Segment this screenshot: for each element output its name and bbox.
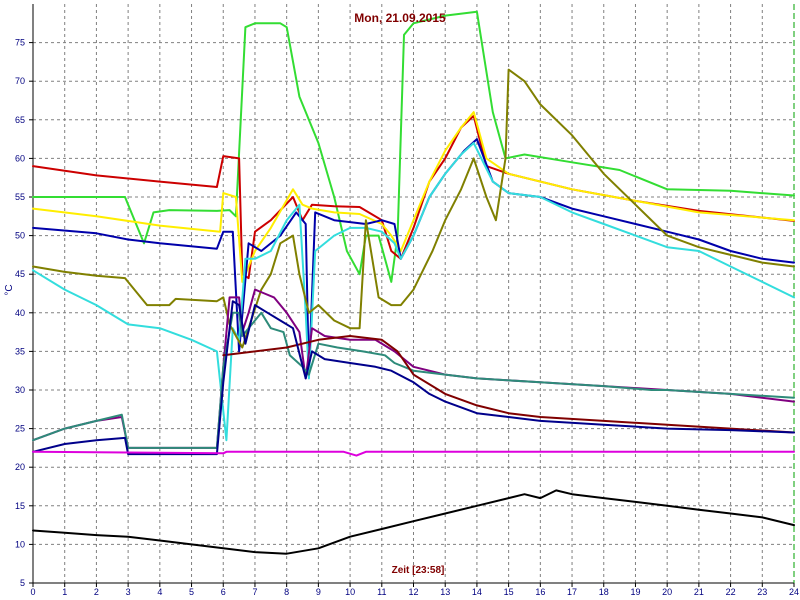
x-tick-label: 22 (726, 587, 736, 597)
y-tick-label: 65 (15, 115, 25, 125)
x-axis-label: Zeit [23:58] (392, 565, 445, 576)
series-line-8 (32, 311, 795, 449)
series-line-4 (32, 138, 795, 376)
chart-title: Mon, 21.09.2015 (354, 11, 446, 25)
x-tick-label: 15 (504, 587, 514, 597)
series-line-3 (32, 111, 795, 283)
y-tick-label: 45 (15, 269, 25, 279)
x-tick-label: 19 (630, 587, 640, 597)
x-tick-label: 11 (377, 587, 386, 597)
x-tick-label: 4 (157, 587, 162, 597)
series-line-11 (32, 450, 795, 457)
y-tick-label: 15 (15, 501, 25, 511)
x-tick-label: 7 (252, 587, 257, 597)
x-tick-label: 20 (662, 587, 672, 597)
x-tick-label: 1 (62, 587, 67, 597)
x-tick-label: 0 (30, 587, 35, 597)
series-line-2 (32, 114, 795, 280)
x-tick-label: 13 (440, 587, 450, 597)
y-axis-label: °C (4, 284, 15, 295)
y-tick-label: 55 (15, 192, 25, 202)
y-tick-label: 60 (15, 153, 25, 163)
x-tick-label: 17 (567, 587, 577, 597)
x-tick-label: 16 (535, 587, 545, 597)
x-tick-label: 6 (221, 587, 226, 597)
x-tick-label: 3 (126, 587, 131, 597)
y-tick-label: 20 (15, 462, 25, 472)
series-line-9 (222, 335, 795, 434)
y-tick-label: 40 (15, 308, 25, 318)
series-line-10 (32, 300, 795, 456)
series-line-6 (32, 68, 795, 349)
series-lines (32, 10, 795, 555)
x-tick-label: 12 (408, 587, 418, 597)
y-tick-label: 25 (15, 424, 25, 434)
y-tick-label: 35 (15, 346, 25, 356)
x-tick-label: 8 (284, 587, 289, 597)
y-tick-label: 50 (15, 231, 25, 241)
x-tick-label: 23 (757, 587, 767, 597)
x-tick-label: 18 (599, 587, 609, 597)
grid (33, 4, 794, 584)
x-tick-label: 2 (94, 587, 99, 597)
y-tick-label: 30 (15, 385, 25, 395)
x-tick-label: 24 (789, 587, 799, 597)
y-tick-label: 10 (15, 539, 25, 549)
x-tick-label: 21 (694, 587, 704, 597)
x-tick-label: 10 (345, 587, 355, 597)
y-tick-label: 5 (20, 578, 25, 588)
y-tick-label: 75 (15, 38, 25, 48)
x-tick-label: 14 (472, 587, 482, 597)
axes (29, 4, 795, 587)
x-tick-label: 9 (316, 587, 321, 597)
labels: 0 1 2 3 4 5 6 7 8 9 10 11 12 13 14 15 16 17 18 19 20 21 22 23 24… (15, 38, 799, 597)
series-line-12 (32, 489, 795, 555)
x-tick-label: 5 (189, 587, 194, 597)
y-tick-label: 70 (15, 76, 25, 86)
